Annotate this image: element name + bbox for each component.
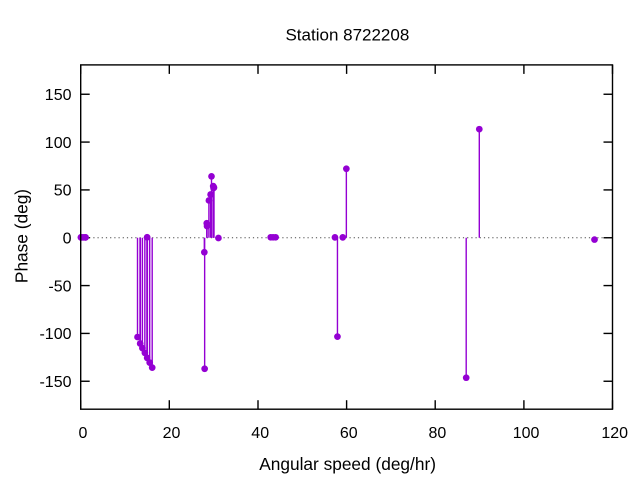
svg-text:0: 0 [63,231,72,248]
svg-text:-50: -50 [48,278,71,295]
svg-text:-150: -150 [39,374,71,391]
svg-text:Phase (deg): Phase (deg) [12,189,32,283]
svg-text:50: 50 [54,183,72,200]
svg-text:40: 40 [251,425,269,442]
svg-text:-100: -100 [39,326,71,343]
svg-text:60: 60 [340,425,358,442]
svg-text:120: 120 [601,425,628,442]
svg-text:20: 20 [163,425,181,442]
svg-text:80: 80 [429,425,447,442]
svg-text:Angular speed (deg/hr): Angular speed (deg/hr) [259,454,436,474]
svg-text:150: 150 [45,87,72,104]
svg-text:100: 100 [45,135,72,152]
svg-text:0: 0 [78,425,87,442]
svg-text:100: 100 [513,425,540,442]
svg-text:Station 8722208: Station 8722208 [285,26,409,45]
